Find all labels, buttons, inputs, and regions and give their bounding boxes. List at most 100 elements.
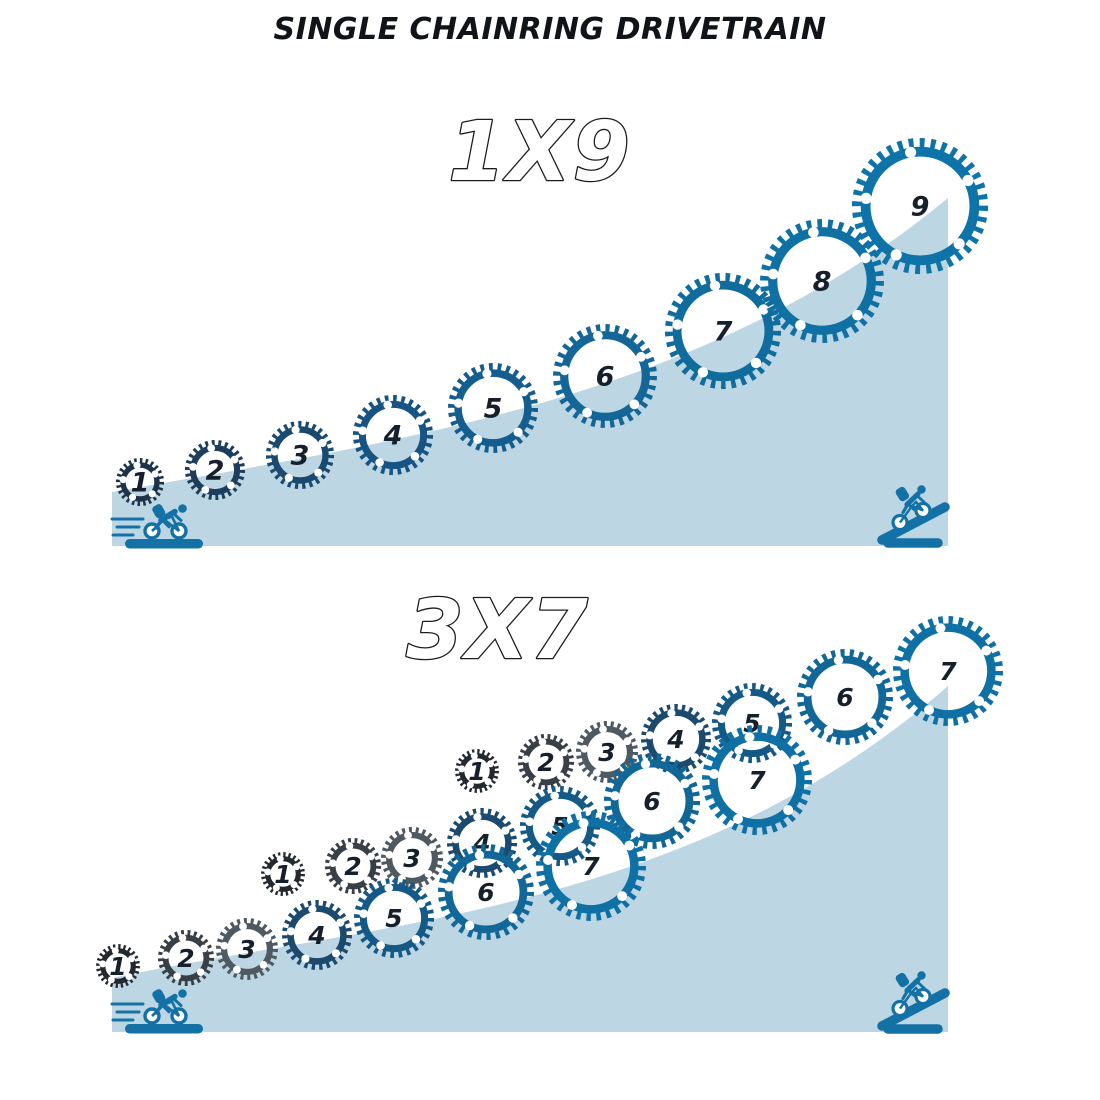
bolt-hole-icon — [860, 252, 871, 264]
bolt-hole-icon — [610, 791, 620, 801]
gear-teeth — [664, 272, 782, 390]
bolt-hole-icon — [559, 365, 570, 376]
bolt-hole-icon — [474, 850, 485, 860]
bolt-hole-icon — [514, 869, 524, 880]
page-title: SINGLE CHAINRING DRIVETRAIN — [273, 12, 827, 47]
bolt-hole-icon — [900, 660, 911, 670]
gear-ring — [672, 280, 774, 382]
chainring-gear-7: 7 — [893, 616, 1003, 726]
bolt-hole-icon — [924, 705, 934, 715]
bolt-hole-icon — [580, 744, 589, 753]
chainring-gear-4: 4 — [352, 394, 434, 476]
gear-ring — [543, 818, 639, 914]
gear-number: 6 — [596, 362, 615, 393]
bolt-hole-icon — [974, 696, 985, 707]
bolt-hole-icon — [259, 961, 268, 969]
gear-number: 3 — [598, 738, 615, 767]
heading-3x7: 3X7 — [406, 583, 589, 678]
gear-ring — [444, 850, 528, 934]
climb-cyclist-icon — [877, 485, 950, 548]
gear-number: 3 — [238, 935, 255, 964]
gear-teeth — [536, 811, 646, 921]
bolt-hole-icon — [744, 732, 755, 743]
bolt-hole-icon — [833, 655, 844, 665]
bolt-hole-icon — [533, 776, 541, 785]
gear-number: 5 — [484, 394, 503, 425]
bolt-hole-icon — [359, 909, 369, 918]
bolt-hole-icon — [375, 458, 384, 467]
gear-number: 1 — [274, 860, 291, 889]
bolt-hole-icon — [790, 754, 801, 765]
bolt-hole-icon — [458, 765, 466, 773]
bolt-hole-icon — [444, 882, 454, 892]
bolt-hole-icon — [890, 249, 902, 261]
gear-teeth — [575, 720, 638, 783]
bolt-hole-icon — [867, 718, 877, 728]
bolt-hole-icon — [99, 960, 107, 968]
bolt-hole-icon — [695, 722, 704, 731]
bolt-hole-icon — [599, 725, 607, 734]
gear-teeth — [641, 704, 711, 774]
gear-number: 5 — [743, 709, 760, 738]
bolt-hole-icon — [415, 416, 425, 425]
bolt-hole-icon — [680, 778, 690, 789]
gear-teeth — [216, 917, 279, 980]
bolt-hole-icon — [376, 941, 385, 950]
chainring-gear-7: 7 — [702, 725, 812, 835]
bolt-hole-icon — [119, 476, 127, 484]
gear-number: 7 — [582, 852, 600, 881]
gear-teeth — [517, 733, 575, 791]
bolt-hole-icon — [367, 852, 375, 861]
gear-teeth — [96, 944, 140, 988]
bolt-hole-icon — [263, 934, 272, 943]
bolt-hole-icon — [582, 407, 592, 418]
bolt-hole-icon — [860, 192, 872, 204]
bolt-hole-icon — [173, 972, 181, 981]
bolt-hole-icon — [178, 934, 187, 942]
bolt-hole-icon — [336, 918, 345, 927]
gear-ring — [709, 732, 805, 828]
bolt-hole-icon — [264, 868, 272, 876]
bolt-hole-icon — [953, 238, 965, 250]
gear-number: 6 — [836, 683, 853, 712]
bolt-hole-icon — [125, 973, 133, 981]
bolt-hole-icon — [404, 831, 412, 840]
gear-teeth — [796, 648, 894, 746]
gear-number: 1 — [109, 952, 126, 981]
bolt-hole-icon — [385, 850, 394, 859]
bolt-hole-icon — [227, 481, 235, 490]
bolt-hole-icon — [358, 426, 368, 436]
bolt-hole-icon — [482, 369, 492, 379]
gear-teeth — [265, 420, 335, 490]
gear-number: 3 — [403, 844, 420, 873]
gear-number: 2 — [206, 456, 225, 487]
bolt-hole-icon — [466, 862, 475, 871]
gear-number: 4 — [666, 725, 684, 754]
bolt-hole-icon — [508, 913, 518, 923]
bolt-hole-icon — [384, 883, 394, 893]
chainring-gear-7: 7 — [664, 272, 782, 390]
gear-number: 5 — [385, 904, 402, 933]
bolt-hole-icon — [522, 755, 530, 763]
chainring-gear-3: 3 — [216, 917, 279, 980]
bolt-hole-icon — [466, 781, 474, 789]
bolt-hole-icon — [162, 951, 170, 959]
chainring-gear-2: 2 — [517, 733, 575, 791]
bolt-hole-icon — [623, 737, 632, 746]
bolt-hole-icon — [519, 387, 529, 397]
bolt-hole-icon — [593, 768, 601, 777]
bolt-hole-icon — [629, 399, 640, 410]
chainring-gear-9: 9 — [851, 137, 989, 275]
bolt-hole-icon — [690, 753, 700, 762]
bolt-hole-icon — [220, 941, 229, 950]
bolt-hole-icon — [674, 822, 684, 832]
bolt-hole-icon — [230, 455, 239, 464]
chainring-gear-8: 8 — [760, 219, 884, 343]
bolt-hole-icon — [640, 759, 651, 769]
bolt-hole-icon — [410, 452, 420, 461]
chainring-gear-4: 4 — [282, 900, 352, 970]
gear-number: 1 — [468, 757, 485, 786]
gear-number: 2 — [177, 944, 194, 973]
